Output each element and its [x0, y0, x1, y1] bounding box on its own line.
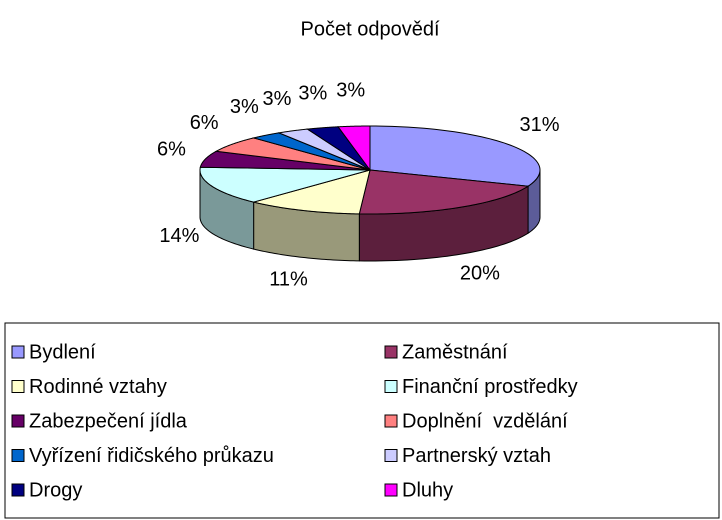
- legend-swatch: [11, 380, 25, 393]
- slice: [214, 137, 371, 171]
- legend-swatch: [384, 449, 398, 462]
- data-label: 3%: [336, 80, 365, 102]
- slice: [305, 126, 371, 171]
- data-label: 6%: [157, 139, 186, 161]
- legend-label: Dluhy: [402, 479, 453, 501]
- legend-box: [4, 322, 720, 519]
- legend-label: Rodinné vztahy: [29, 376, 167, 398]
- data-label: 6%: [190, 112, 219, 134]
- legend-swatch: [11, 345, 25, 359]
- legend-swatch: [384, 483, 398, 497]
- data-label: 3%: [262, 88, 291, 110]
- legend-swatch: [11, 483, 25, 497]
- legend-label: Bydlení: [29, 341, 96, 363]
- slice: [251, 132, 371, 171]
- legend-swatch: [384, 414, 398, 428]
- slice: [337, 125, 371, 172]
- legend-swatch: [384, 345, 398, 359]
- chart-title: Počet odpovědí: [301, 18, 440, 40]
- legend-label: Partnerský vztah: [402, 445, 551, 467]
- legend-swatch: [11, 449, 25, 462]
- data-label: 20%: [460, 263, 500, 285]
- slice: [199, 166, 371, 203]
- data-label: 3%: [298, 82, 327, 104]
- legend-swatch: [384, 380, 398, 393]
- legend-label: Finanční prostředky: [402, 376, 578, 398]
- data-label: 14%: [159, 225, 199, 247]
- legend-label: Zabezpečení jídla: [29, 410, 188, 432]
- data-label: 11%: [269, 268, 308, 290]
- legend-label: Drogy: [29, 479, 82, 501]
- legend-swatch: [11, 414, 25, 428]
- slice: [369, 125, 541, 187]
- legend-label: Zaměstnání: [402, 341, 508, 363]
- slice: [358, 169, 530, 215]
- legend-label: Vyřízení řidičského průkazu: [29, 445, 274, 467]
- slice: [277, 128, 371, 171]
- data-label: 31%: [520, 114, 560, 136]
- data-label: 3%: [230, 96, 259, 118]
- legend-label: Doplnění vzdělání: [402, 410, 568, 432]
- slice: [253, 169, 371, 215]
